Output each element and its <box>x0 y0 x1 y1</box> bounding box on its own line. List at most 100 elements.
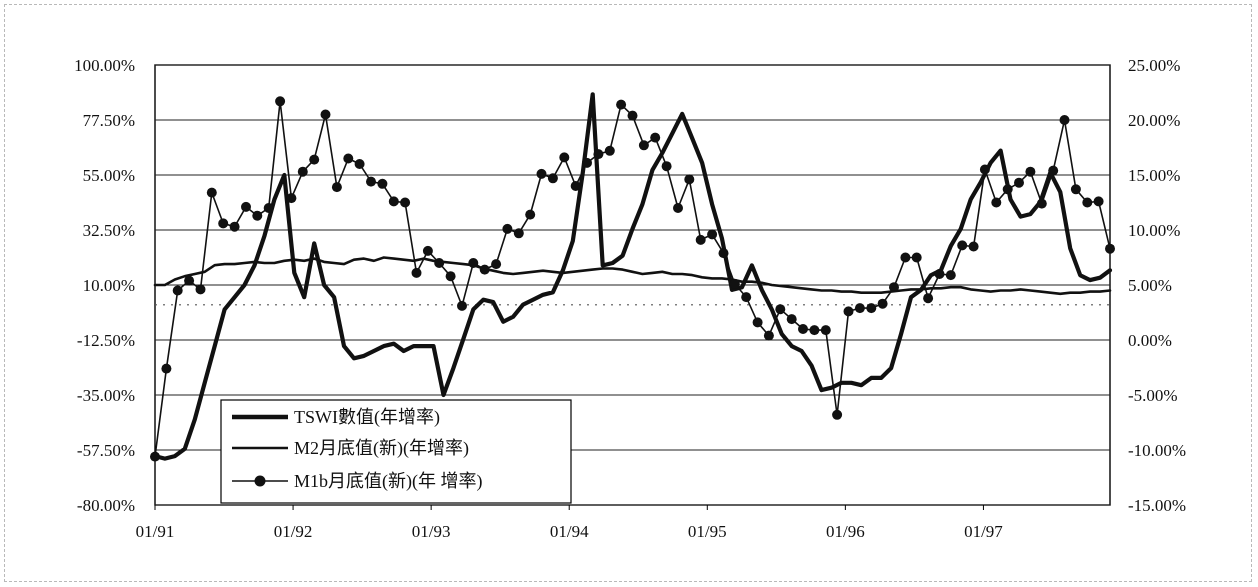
series-marker-2 <box>729 278 740 289</box>
x-tick-label: 01/93 <box>412 522 451 541</box>
series-marker-2 <box>1105 243 1115 254</box>
series-marker-2 <box>411 267 422 278</box>
series-marker-2 <box>457 300 467 311</box>
right-tick-label: 20.00% <box>1128 111 1180 130</box>
series-marker-2 <box>854 303 865 314</box>
series-marker-2 <box>991 197 1002 208</box>
series-line-1 <box>153 256 1112 296</box>
series-marker-2 <box>968 241 979 252</box>
series-marker-2 <box>184 275 195 286</box>
chart-frame <box>4 4 1252 582</box>
series-marker-2 <box>877 298 888 309</box>
series-marker-2 <box>1082 197 1093 208</box>
series-marker-2 <box>798 324 808 334</box>
series-marker-2 <box>536 168 547 179</box>
left-tick-label: 77.50% <box>83 111 135 130</box>
series-marker-2 <box>627 110 638 121</box>
series-marker-2 <box>934 269 945 279</box>
legend-label-m1b: M1b月底值(新)(年 增率) <box>294 471 482 492</box>
series-marker-2 <box>161 363 172 374</box>
series-lines <box>150 92 1115 462</box>
series-marker-2 <box>343 153 354 164</box>
series-marker-2 <box>388 196 399 207</box>
series-marker-2 <box>820 325 831 336</box>
series-marker-2 <box>1070 184 1081 195</box>
right-tick-label: -5.00% <box>1128 386 1178 405</box>
left-tick-label: -80.00% <box>77 496 135 515</box>
left-tick-label: 55.00% <box>83 166 135 185</box>
series-marker-2 <box>945 270 956 281</box>
left-tick-label: 100.00% <box>74 56 135 75</box>
legend-marker-m1b <box>254 475 266 487</box>
series-marker-2 <box>604 145 615 156</box>
series-marker-2 <box>707 229 718 240</box>
series-marker-2 <box>1059 115 1070 125</box>
series-marker-2 <box>911 252 922 263</box>
series-marker-2 <box>843 306 854 317</box>
x-tick-label: 01/91 <box>136 522 175 541</box>
series-marker-2 <box>1036 198 1047 209</box>
series-marker-2 <box>297 166 308 177</box>
x-tick-label: 01/96 <box>826 522 865 541</box>
series-marker-2 <box>286 193 297 204</box>
series-marker-2 <box>752 317 763 328</box>
series-marker-2 <box>673 203 683 213</box>
series-marker-2 <box>513 228 524 239</box>
series-marker-2 <box>366 176 376 187</box>
left-tick-label: 10.00% <box>83 276 135 295</box>
series-marker-2 <box>263 203 274 213</box>
series-marker-2 <box>775 304 786 315</box>
x-axis-ticks: 01/91 01/92 01/93 01/94 01/95 01/96 01/97 <box>136 505 1003 541</box>
series-marker-2 <box>650 132 661 143</box>
series-marker-2 <box>547 173 558 184</box>
left-tick-label: -12.50% <box>77 331 135 350</box>
right-tick-label: 0.00% <box>1128 331 1172 350</box>
series-marker-2 <box>491 259 502 270</box>
series-marker-2 <box>150 451 160 462</box>
series-marker-2 <box>229 221 240 232</box>
series-marker-2 <box>252 210 263 221</box>
series-marker-2 <box>525 209 536 220</box>
series-marker-2 <box>195 284 206 295</box>
series-marker-2 <box>1093 196 1104 207</box>
series-marker-2 <box>502 223 513 234</box>
series-marker-2 <box>331 182 342 193</box>
left-tick-label: -35.00% <box>77 386 135 405</box>
series-marker-2 <box>786 314 797 325</box>
series-marker-2 <box>218 218 229 229</box>
legend: TSWI數值(年增率) M2月底值(新)(年增率) M1b月底值(新)(年 增率… <box>220 399 572 504</box>
x-tick-label: 01/92 <box>274 522 313 541</box>
series-marker-2 <box>479 264 490 275</box>
series-marker-2 <box>900 252 911 263</box>
right-tick-label: 15.00% <box>1128 166 1180 185</box>
right-axis-ticks: 25.00% 20.00% 15.00% 10.00% 5.00% 0.00% -5.00%… <box>1128 56 1186 515</box>
left-axis-ticks: 100.00% 77.50% 55.00% 32.50% 10.00% -12.50% -3… <box>74 56 135 515</box>
series-marker-2 <box>832 409 843 420</box>
series-marker-2 <box>400 197 411 208</box>
series-marker-2 <box>570 181 581 191</box>
series-marker-2 <box>638 140 649 151</box>
series-marker-2 <box>616 99 627 110</box>
series-marker-2 <box>241 201 251 212</box>
series-marker-2 <box>809 325 820 336</box>
series-marker-2 <box>445 271 456 282</box>
series-marker-2 <box>320 109 331 120</box>
series-marker-2 <box>763 330 774 341</box>
series-marker-2 <box>661 161 672 172</box>
left-tick-label: 32.50% <box>83 221 135 240</box>
series-marker-2 <box>695 234 706 245</box>
series-marker-2 <box>1048 165 1059 176</box>
series-marker-2 <box>172 285 183 296</box>
series-marker-2 <box>559 152 570 163</box>
series-marker-2 <box>866 303 877 314</box>
right-tick-label: 10.00% <box>1128 221 1180 240</box>
right-tick-label: 5.00% <box>1128 276 1172 295</box>
right-tick-label: -10.00% <box>1128 441 1186 460</box>
series-marker-2 <box>309 154 320 165</box>
x-tick-label: 01/94 <box>550 522 589 541</box>
series-marker-2 <box>923 293 934 304</box>
series-marker-2 <box>468 258 479 268</box>
series-marker-2 <box>684 174 695 185</box>
right-tick-label: -15.00% <box>1128 496 1186 515</box>
